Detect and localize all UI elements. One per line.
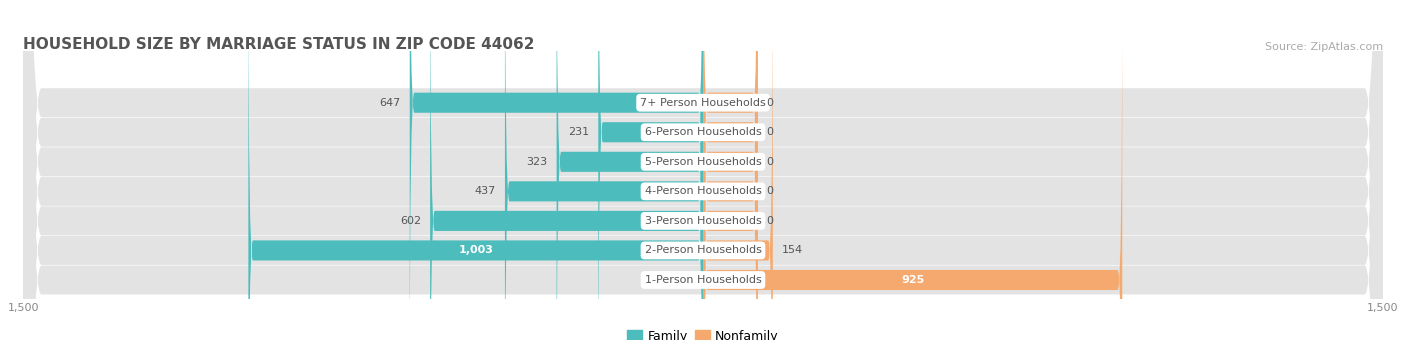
Text: 1-Person Households: 1-Person Households: [644, 275, 762, 285]
FancyBboxPatch shape: [557, 0, 703, 340]
Text: 437: 437: [475, 186, 496, 197]
Text: 925: 925: [901, 275, 924, 285]
FancyBboxPatch shape: [505, 0, 703, 340]
Text: 2-Person Households: 2-Person Households: [644, 245, 762, 255]
FancyBboxPatch shape: [703, 0, 773, 340]
FancyBboxPatch shape: [703, 0, 758, 340]
FancyBboxPatch shape: [409, 0, 703, 340]
Legend: Family, Nonfamily: Family, Nonfamily: [623, 325, 783, 340]
FancyBboxPatch shape: [430, 0, 703, 340]
FancyBboxPatch shape: [249, 0, 703, 340]
Text: 0: 0: [766, 98, 773, 108]
FancyBboxPatch shape: [22, 0, 1384, 340]
Text: 0: 0: [766, 216, 773, 226]
FancyBboxPatch shape: [22, 0, 1384, 340]
Text: 647: 647: [380, 98, 401, 108]
FancyBboxPatch shape: [703, 0, 758, 340]
FancyBboxPatch shape: [22, 0, 1384, 340]
Text: 6-Person Households: 6-Person Households: [644, 127, 762, 137]
Text: 7+ Person Households: 7+ Person Households: [640, 98, 766, 108]
Text: 0: 0: [766, 157, 773, 167]
FancyBboxPatch shape: [22, 0, 1384, 340]
FancyBboxPatch shape: [599, 0, 703, 340]
FancyBboxPatch shape: [22, 0, 1384, 340]
FancyBboxPatch shape: [703, 0, 1122, 340]
FancyBboxPatch shape: [703, 0, 758, 340]
Text: 3-Person Households: 3-Person Households: [644, 216, 762, 226]
Text: Source: ZipAtlas.com: Source: ZipAtlas.com: [1265, 42, 1384, 52]
Text: 4-Person Households: 4-Person Households: [644, 186, 762, 197]
Text: 602: 602: [399, 216, 420, 226]
FancyBboxPatch shape: [703, 0, 758, 340]
Text: 5-Person Households: 5-Person Households: [644, 157, 762, 167]
Text: 0: 0: [766, 186, 773, 197]
Text: 323: 323: [526, 157, 547, 167]
FancyBboxPatch shape: [22, 0, 1384, 340]
Text: 1,003: 1,003: [458, 245, 494, 255]
Text: HOUSEHOLD SIZE BY MARRIAGE STATUS IN ZIP CODE 44062: HOUSEHOLD SIZE BY MARRIAGE STATUS IN ZIP…: [22, 37, 534, 52]
FancyBboxPatch shape: [703, 0, 758, 340]
Text: 231: 231: [568, 127, 589, 137]
FancyBboxPatch shape: [22, 0, 1384, 340]
Text: 0: 0: [766, 127, 773, 137]
Text: 154: 154: [782, 245, 803, 255]
